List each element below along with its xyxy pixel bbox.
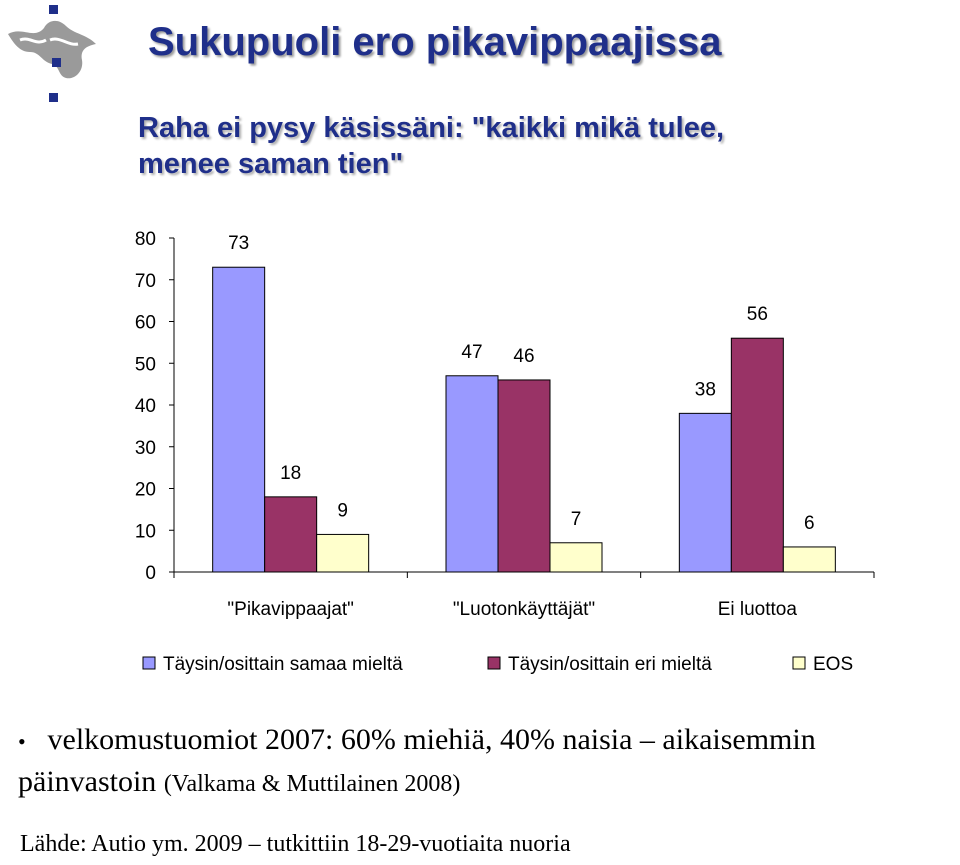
y-tick-label: 60 [135, 313, 156, 334]
chart-legend: Täysin/osittain samaa mieltä Täysin/ositt… [142, 654, 853, 675]
chart-labels: 73 18 9 "Pikavippaajat" 47 46 7 "Luotonkäyttäjä… [227, 233, 814, 620]
y-tick-label: 70 [135, 271, 156, 292]
chart-bars [212, 266, 836, 573]
y-tick-label: 30 [135, 438, 156, 459]
data-label: 56 [747, 304, 768, 325]
y-tick-label: 20 [135, 480, 156, 501]
bar-chart: 0 10 20 30 40 50 60 70 80 73 18 9 "Pikavippaajat" 47… [135, 229, 875, 675]
data-label: 7 [571, 509, 582, 530]
legend-swatch [792, 656, 806, 670]
y-tick-label: 40 [135, 396, 156, 417]
data-label: 46 [513, 346, 534, 367]
legend-label: Täysin/osittain eri mieltä [508, 654, 712, 675]
data-label: 38 [695, 379, 716, 400]
university-logo [8, 5, 96, 102]
data-label: 6 [804, 513, 815, 534]
subtitle-line-2: menee saman tien" [138, 148, 404, 180]
bar [264, 496, 318, 573]
source-note: Lähde: Autio ym. 2009 – tutkittiin 18-29… [20, 831, 571, 857]
data-label: 47 [461, 342, 482, 363]
bar [497, 379, 551, 573]
bar [730, 337, 784, 573]
subtitle-line-1: Raha ei pysy käsissäni: "kaikki mikä tul… [138, 112, 725, 144]
bar [212, 266, 266, 573]
bullet-icon: • [18, 729, 26, 755]
bar [445, 375, 499, 573]
y-tick-label: 10 [135, 521, 156, 542]
y-tick-label: 0 [145, 563, 156, 584]
legend-swatch [142, 656, 156, 670]
legend-swatch [487, 656, 501, 670]
chart-axes: 0 10 20 30 40 50 60 70 80 [135, 229, 875, 584]
category-label: Ei luottoa [718, 599, 798, 620]
bullet-note: • velkomustuomiot 2007: 60% miehiä, 40% … [18, 720, 953, 804]
data-label: 73 [228, 233, 249, 254]
bullet-citation: (Valkama & Muttilainen 2008) [163, 771, 461, 798]
bar [782, 546, 836, 573]
y-tick-label: 50 [135, 354, 156, 375]
y-tick-label: 80 [135, 229, 156, 250]
bullet-text: velkomustuomiot 2007: 60% miehiä, 40% na… [18, 723, 816, 799]
legend-label: Täysin/osittain samaa mieltä [163, 654, 403, 675]
page-title: Sukupuoli ero pikavippaajissa [148, 20, 722, 64]
bar [316, 533, 370, 573]
data-label: 9 [337, 500, 348, 521]
category-label: "Pikavippaajat" [227, 599, 354, 620]
legend-label: EOS [813, 654, 853, 675]
page-subtitle: Raha ei pysy käsissäni: "kaikki mikä tul… [138, 110, 724, 182]
bar [678, 412, 732, 573]
category-label: "Luotonkäyttäjät" [453, 599, 595, 620]
bar [549, 542, 603, 573]
data-label: 18 [280, 463, 301, 484]
